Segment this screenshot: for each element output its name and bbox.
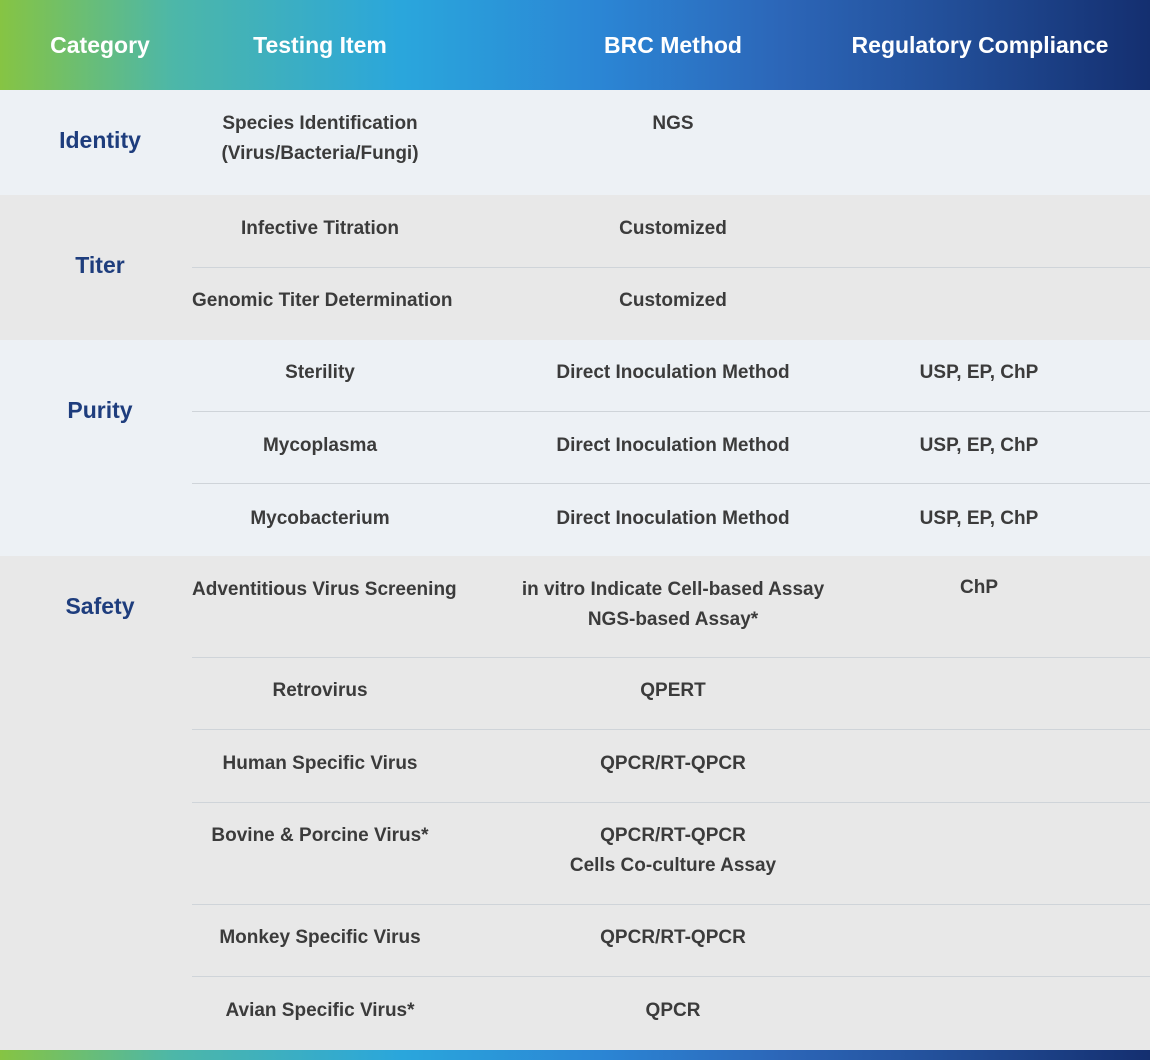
table-row: Bovine & Porcine Virus* QPCR/RT-QPCR Cel… xyxy=(0,802,1150,904)
regulatory-cell: USP, EP, ChP xyxy=(919,508,1039,529)
row-divider xyxy=(192,802,1150,803)
header-category: Category xyxy=(50,31,150,58)
brc-method-line: in vitro Indicate Cell-based Assay xyxy=(521,579,825,600)
bottom-gradient-bar xyxy=(0,1050,1150,1060)
brc-method-cell: Customized xyxy=(619,290,727,311)
table-row: Mycobacterium Direct Inoculation Method … xyxy=(0,483,1150,556)
category-label: Titer xyxy=(75,251,125,278)
brc-method-line: QPCR/RT-QPCR xyxy=(600,825,746,846)
section-safety: Safety Adventitious Virus Screening in v… xyxy=(0,556,1150,1050)
table-row: Adventitious Virus Screening in vitro In… xyxy=(0,556,1150,657)
testing-item-cell: Human Specific Virus xyxy=(222,753,418,774)
header-testing-item: Testing Item xyxy=(253,31,387,58)
row-divider xyxy=(192,976,1150,977)
regulatory-cell: USP, EP, ChP xyxy=(919,435,1039,456)
table-row: Avian Specific Virus* QPCR xyxy=(0,976,1150,1050)
category-label: Purity xyxy=(67,396,133,423)
row-divider xyxy=(192,411,1150,412)
table-row: Species Identification (Virus/Bacteria/F… xyxy=(0,90,1150,195)
regulatory-cell: USP, EP, ChP xyxy=(919,362,1039,383)
table-row: Human Specific Virus QPCR/RT-QPCR xyxy=(0,729,1150,802)
testing-item-cell: Infective Titration xyxy=(240,218,399,239)
brc-method-cell: Customized xyxy=(619,218,727,239)
category-label: Safety xyxy=(65,592,135,619)
table-row: Genomic Titer Determination Customized xyxy=(0,267,1150,340)
brc-method-cell: QPCR/RT-QPCR xyxy=(600,753,746,774)
testing-item-cell: Avian Specific Virus* xyxy=(225,1000,415,1021)
table-row: Monkey Specific Virus QPCR/RT-QPCR xyxy=(0,904,1150,976)
row-divider xyxy=(192,267,1150,268)
section-identity: Identity Species Identification (Virus/B… xyxy=(0,90,1150,195)
table-row: Infective Titration Customized xyxy=(0,195,1150,267)
testing-item-line: Species Identification xyxy=(222,113,418,134)
header-regulatory-compliance: Regulatory Compliance xyxy=(851,31,1109,58)
category-label: Identity xyxy=(59,126,141,153)
brc-method-cell: QPCR/RT-QPCR xyxy=(600,927,746,948)
table-header: Category Testing Item BRC Method Regulat… xyxy=(0,0,1150,90)
section-titer: Titer Infective Titration Customized Gen… xyxy=(0,195,1150,340)
brc-method-line: Cells Co-culture Assay xyxy=(569,855,777,876)
brc-method-cell: QPCR/RT-QPCR Cells Co-culture Assay xyxy=(500,821,846,881)
testing-item-cell: Monkey Specific Virus xyxy=(219,927,421,948)
brc-method-cell: QPERT xyxy=(640,680,706,701)
testing-item-cell: Bovine & Porcine Virus* xyxy=(211,825,429,846)
testing-item-cell: Adventitious Virus Screening xyxy=(192,579,457,600)
brc-method-cell: in vitro Indicate Cell-based Assay NGS-b… xyxy=(500,575,846,635)
row-divider xyxy=(192,483,1150,484)
row-divider xyxy=(192,657,1150,658)
brc-method-cell: QPCR xyxy=(645,1000,701,1021)
section-purity: Purity Sterility Direct Inoculation Meth… xyxy=(0,340,1150,556)
testing-item-cell: Species Identification (Virus/Bacteria/F… xyxy=(192,109,448,169)
testing-item-cell: Genomic Titer Determination xyxy=(192,290,453,311)
brc-method-cell: Direct Inoculation Method xyxy=(556,362,790,383)
testing-item-cell: Retrovirus xyxy=(272,680,368,701)
header-brc-method: BRC Method xyxy=(604,31,742,58)
brc-method-cell: Direct Inoculation Method xyxy=(556,435,790,456)
testing-item-cell: Sterility xyxy=(285,362,355,383)
row-divider xyxy=(192,904,1150,905)
brc-method-cell: Direct Inoculation Method xyxy=(556,508,790,529)
table-row: Mycoplasma Direct Inoculation Method USP… xyxy=(0,411,1150,483)
testing-item-line: (Virus/Bacteria/Fungi) xyxy=(221,143,419,164)
table-row: Sterility Direct Inoculation Method USP,… xyxy=(0,340,1150,412)
testing-item-cell: Mycobacterium xyxy=(250,508,390,529)
brc-method-line: NGS-based Assay* xyxy=(587,609,759,630)
table-row: Retrovirus QPERT xyxy=(0,657,1150,729)
row-divider xyxy=(192,729,1150,730)
testing-item-cell: Mycoplasma xyxy=(262,435,378,456)
regulatory-cell: ChP xyxy=(960,577,998,598)
brc-method-cell: NGS xyxy=(652,113,694,134)
